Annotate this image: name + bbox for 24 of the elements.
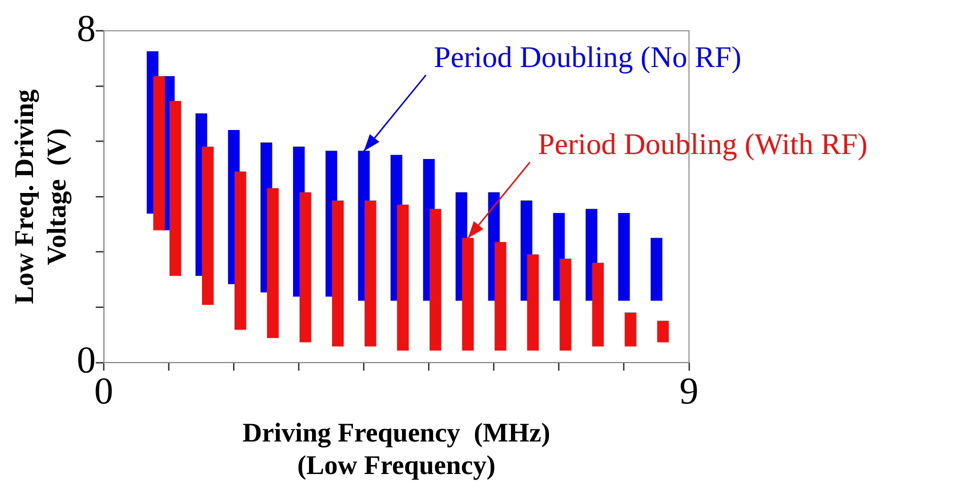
bar bbox=[430, 208, 442, 350]
bar bbox=[494, 242, 506, 350]
bar bbox=[650, 238, 662, 301]
bar bbox=[560, 258, 572, 350]
bar bbox=[527, 254, 539, 350]
bar bbox=[618, 212, 630, 301]
bar bbox=[592, 262, 604, 346]
bar bbox=[397, 204, 409, 350]
y-tick-label: 8 bbox=[76, 8, 96, 50]
bar bbox=[234, 171, 246, 330]
bar bbox=[153, 76, 165, 230]
bar bbox=[657, 320, 669, 342]
bar bbox=[364, 200, 376, 346]
bar bbox=[624, 312, 636, 346]
bar bbox=[202, 146, 214, 305]
bar bbox=[267, 188, 279, 338]
bar bbox=[300, 192, 312, 342]
x-axis-title: Driving Frequency (MHz) (Low Frequency) bbox=[242, 417, 550, 480]
annotation: Period Doubling (With RF) bbox=[538, 128, 868, 162]
x-tick-label: 9 bbox=[680, 370, 698, 412]
bar bbox=[169, 100, 182, 276]
y-axis-title: Low Freq. Driving Voltage (V) bbox=[9, 88, 72, 304]
bar bbox=[332, 200, 344, 346]
annotation: Period Doubling (No RF) bbox=[434, 40, 742, 74]
